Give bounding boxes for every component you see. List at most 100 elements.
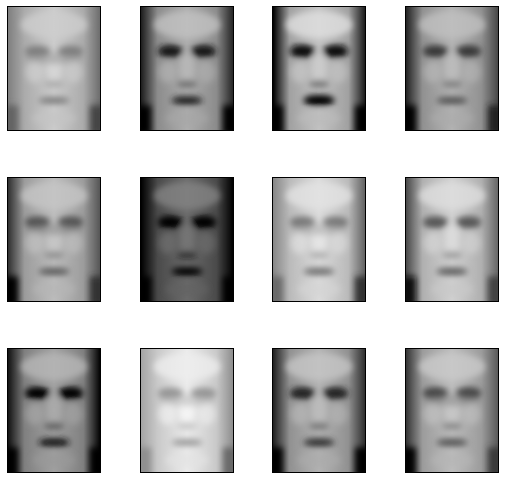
lower-right-corner: [223, 105, 233, 130]
right-eye-shadow: [322, 386, 349, 400]
chin: [32, 110, 76, 127]
face-image-5: [7, 177, 101, 302]
mouth-shadow: [436, 267, 468, 276]
face-image-svg: [141, 349, 233, 472]
lower-left-corner: [406, 105, 416, 130]
left-cheek: [25, 61, 44, 83]
nose-highlight: [445, 52, 459, 84]
lower-left-corner: [141, 447, 151, 472]
face-image-10: [140, 348, 234, 473]
chin: [297, 281, 341, 298]
lower-right-corner: [355, 447, 365, 472]
ghost-feature: [289, 223, 349, 236]
face-image-svg: [406, 349, 498, 472]
right-cheek: [462, 403, 481, 425]
lower-right-corner: [90, 447, 100, 472]
right-eye-shadow: [190, 44, 217, 58]
face-image-2: [140, 6, 234, 131]
left-cheek: [290, 61, 309, 83]
ghost-feature: [157, 394, 217, 407]
left-cheek: [25, 403, 44, 425]
right-eye-shadow: [190, 215, 217, 229]
lower-left-corner: [273, 105, 283, 130]
right-eye-shadow: [322, 44, 349, 59]
mouth-shadow: [436, 96, 468, 105]
right-cheek: [329, 61, 348, 83]
lower-left-corner: [141, 276, 151, 301]
lower-right-corner: [90, 276, 100, 301]
lower-right-corner: [488, 105, 498, 130]
mouth-shadow: [303, 94, 335, 107]
left-cheek: [158, 403, 177, 425]
lower-right-corner: [488, 276, 498, 301]
left-cheek: [158, 61, 177, 83]
lower-left-corner: [8, 447, 18, 472]
lower-left-corner: [273, 276, 283, 301]
nose-shadow: [44, 422, 64, 430]
face-image-svg: [8, 349, 100, 472]
forehead-highlight: [153, 10, 221, 39]
face-image-1: [7, 6, 101, 131]
nose-shadow: [44, 80, 64, 88]
ghost-feature: [24, 52, 84, 65]
face-image-6: [140, 177, 234, 302]
nose-shadow: [309, 251, 329, 259]
forehead-highlight: [20, 10, 88, 39]
nose-shadow: [309, 80, 329, 88]
face-image-svg: [8, 178, 100, 301]
left-eye-shadow: [289, 386, 316, 400]
right-eye-shadow: [57, 386, 84, 400]
right-cheek: [64, 61, 83, 83]
left-eye-shadow: [157, 44, 184, 58]
chin: [32, 452, 76, 469]
face-image-11: [272, 348, 366, 473]
lower-left-corner: [406, 276, 416, 301]
right-cheek: [462, 232, 481, 254]
right-cheek: [197, 232, 216, 254]
forehead-highlight: [153, 181, 221, 210]
nose-shadow: [177, 251, 197, 259]
mouth-shadow: [303, 438, 335, 447]
left-cheek: [25, 232, 44, 254]
forehead-highlight: [20, 181, 88, 210]
chin: [297, 110, 341, 127]
left-eye-shadow: [422, 216, 449, 229]
face-image-svg: [273, 349, 365, 472]
left-cheek: [423, 232, 442, 254]
lower-right-corner: [488, 447, 498, 472]
right-cheek: [64, 232, 83, 254]
nose-highlight: [47, 394, 61, 426]
mouth-shadow: [38, 97, 70, 104]
forehead-highlight: [418, 181, 486, 210]
left-eye-shadow: [157, 215, 184, 229]
right-cheek: [329, 232, 348, 254]
nose-shadow: [442, 251, 462, 259]
lower-right-corner: [355, 276, 365, 301]
mouth-shadow: [171, 95, 203, 106]
lower-left-corner: [273, 447, 283, 472]
chin: [430, 452, 474, 469]
face-image-svg: [406, 7, 498, 130]
right-eye-shadow: [455, 216, 482, 229]
face-image-8: [405, 177, 499, 302]
chin: [32, 281, 76, 298]
left-cheek: [290, 403, 309, 425]
forehead-highlight: [418, 352, 486, 381]
mouth-shadow: [303, 267, 335, 276]
nose-highlight: [180, 223, 194, 255]
lower-right-corner: [90, 105, 100, 130]
left-cheek: [158, 232, 177, 254]
nose-highlight: [312, 52, 326, 84]
face-image-3: [272, 6, 366, 131]
lower-right-corner: [223, 447, 233, 472]
nose-shadow: [44, 251, 64, 259]
ghost-feature: [24, 223, 84, 236]
nose-shadow: [442, 422, 462, 430]
nose-shadow: [177, 422, 197, 430]
right-cheek: [329, 403, 348, 425]
left-eye-shadow: [422, 45, 449, 58]
face-image-12: [405, 348, 499, 473]
left-cheek: [423, 403, 442, 425]
forehead-highlight: [153, 352, 221, 381]
lower-right-corner: [355, 105, 365, 130]
